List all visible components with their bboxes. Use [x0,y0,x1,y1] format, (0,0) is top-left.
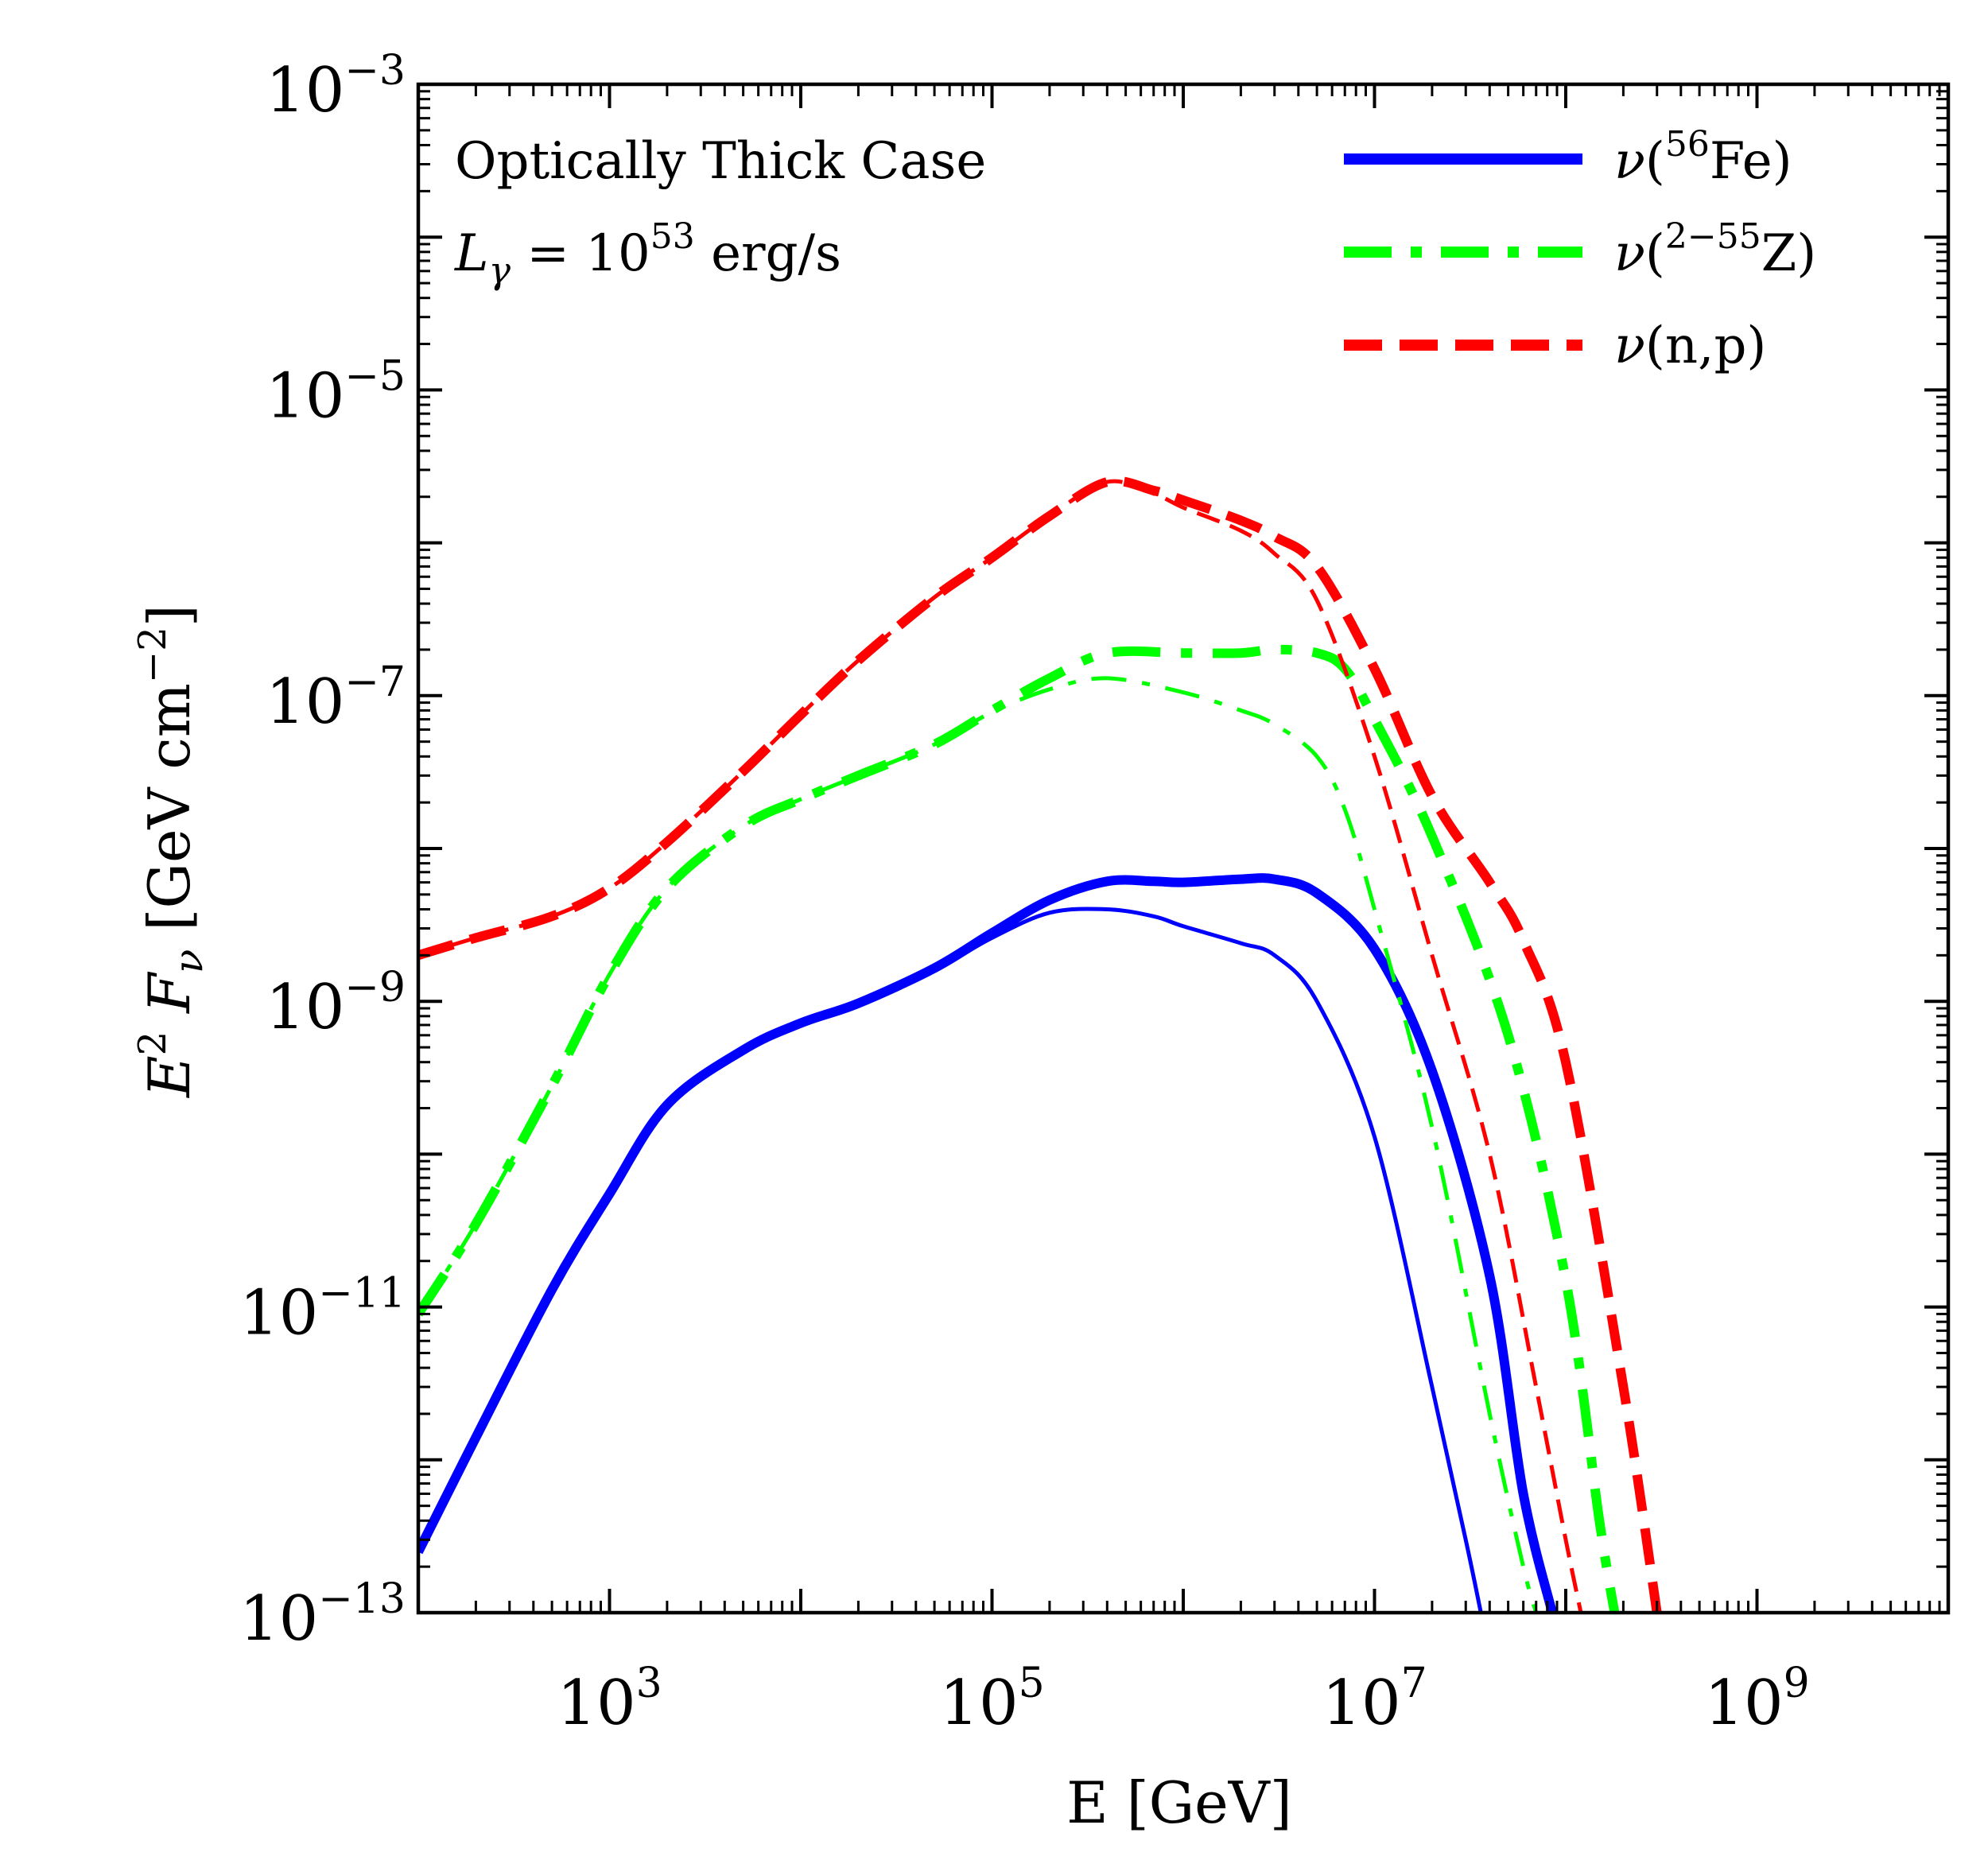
annotation-luminosity: Lγ = 1053 erg/s [454,216,841,292]
legend-entry-np: ν(n,p) [1344,316,1766,375]
x-tick-label: 103 [557,1660,662,1739]
annotation-case: Optically Thick Case [455,132,986,191]
legend-entry-fe: ν(56Fe) [1344,124,1792,191]
legend-label-z: ν(2−55Z) [1614,216,1816,283]
y-axis-label: E2 Fν [GeV cm−2] [130,604,212,1099]
y-tick-label: 10−13 [239,1575,406,1655]
y-tick-label: 10−11 [239,1270,406,1349]
legend-entry-z: ν(2−55Z) [1344,216,1816,283]
y-tick-label: 10−3 [266,47,406,126]
series-line-2 [418,644,1620,1613]
legend-label-np: ν(n,p) [1614,316,1766,375]
x-axis-label: E [GeV] [1066,1769,1292,1836]
y-tick-label: 10−5 [266,352,406,432]
axis-ticks [417,83,1950,1614]
series-line-5 [418,479,1583,1613]
series-line-4 [418,476,1662,1613]
series-layer [418,476,1662,1613]
legend: ν(56Fe) ν(2−55Z) ν(n,p) [1344,124,1816,375]
plot-frame [416,82,1951,1615]
y-tick-labels: 10−3 10−5 10−7 10−9 10−11 10−13 [239,47,406,1655]
x-tick-label: 107 [1322,1660,1427,1739]
series-line-1 [418,907,1483,1613]
x-tick-labels: 103 105 107 109 [557,1660,1809,1739]
x-tick-label: 109 [1704,1660,1809,1739]
series-line-0 [418,873,1557,1613]
y-tick-label: 10−7 [266,658,406,738]
y-tick-label: 10−9 [266,964,406,1043]
series-line-3 [418,676,1539,1613]
x-tick-label: 105 [939,1660,1044,1739]
legend-label-fe: ν(56Fe) [1614,124,1792,191]
